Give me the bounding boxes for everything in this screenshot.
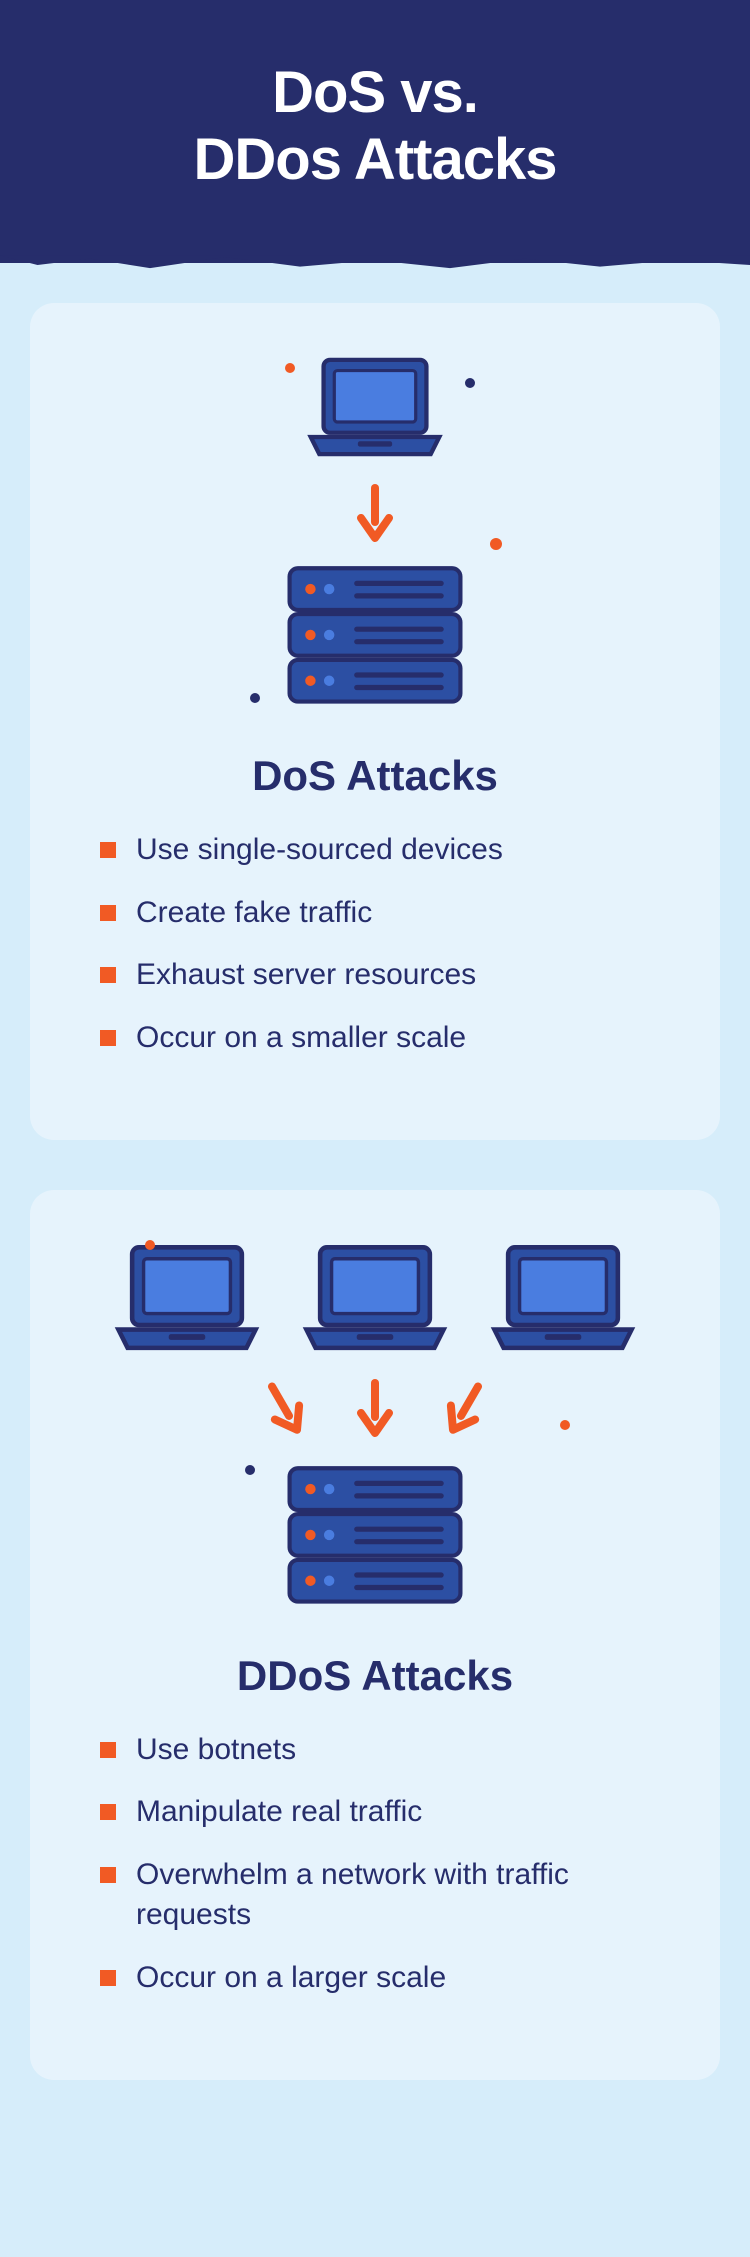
server-icon-wrap [280,562,470,717]
arrow-row [355,484,395,544]
title-line-1: DoS vs. [272,60,478,125]
points-list: Use botnets Manipulate real traffic Overwh… [80,1730,670,1999]
list-item: Manipulate real traffic [100,1792,650,1833]
arrow-icon-wrap [355,1379,395,1444]
arrow-icon [355,484,395,544]
server-icon [280,562,470,712]
laptop-icon [107,1240,267,1355]
arrow-icon [355,1379,395,1439]
decorative-dot [285,363,295,373]
illustration [80,1240,670,1616]
laptop-row [107,1240,643,1360]
laptop-icon-wrap [300,353,450,466]
header: DoS vs. DDos Attacks [0,0,750,263]
points-list: Use single-sourced devices Create fake tr… [80,830,670,1058]
laptop-icon-wrap [483,1240,643,1360]
illustration [80,353,670,717]
section-card-0: DoS Attacks Use single-sourced devices Cre… [30,303,720,1140]
list-item: Exhaust server resources [100,955,650,996]
list-item: Use botnets [100,1730,650,1771]
section-title: DoS Attacks [80,752,670,800]
decorative-dot [245,1465,255,1475]
arrow-icon [433,1373,498,1445]
laptop-icon-wrap [107,1240,267,1360]
list-item: Use single-sourced devices [100,830,650,871]
decorative-dot [490,538,502,550]
list-item: Create fake traffic [100,893,650,934]
decorative-dot [465,378,475,388]
arrow-icon [253,1373,318,1445]
list-item: Occur on a larger scale [100,1958,650,1999]
laptop-icon-wrap [295,1240,455,1360]
laptop-row [300,353,450,466]
arrow-icon-wrap [265,1379,305,1444]
list-item: Occur on a smaller scale [100,1018,650,1059]
page-title: DoS vs. DDos Attacks [40,60,710,193]
arrow-row [265,1379,485,1444]
laptop-icon [300,353,450,461]
server-icon-wrap [280,1462,470,1617]
section-title: DDoS Attacks [80,1652,670,1700]
list-item: Overwhelm a network with traffic request… [100,1855,650,1936]
laptop-icon [295,1240,455,1355]
server-icon [280,1462,470,1612]
arrow-icon-wrap [445,1379,485,1444]
decorative-dot [560,1420,570,1430]
content-container: DoS Attacks Use single-sourced devices Cre… [0,263,750,2180]
title-line-2: DDos Attacks [194,127,557,192]
laptop-icon [483,1240,643,1355]
decorative-dot [250,693,260,703]
section-card-1: DDoS Attacks Use botnets Manipulate real t… [30,1190,720,2080]
